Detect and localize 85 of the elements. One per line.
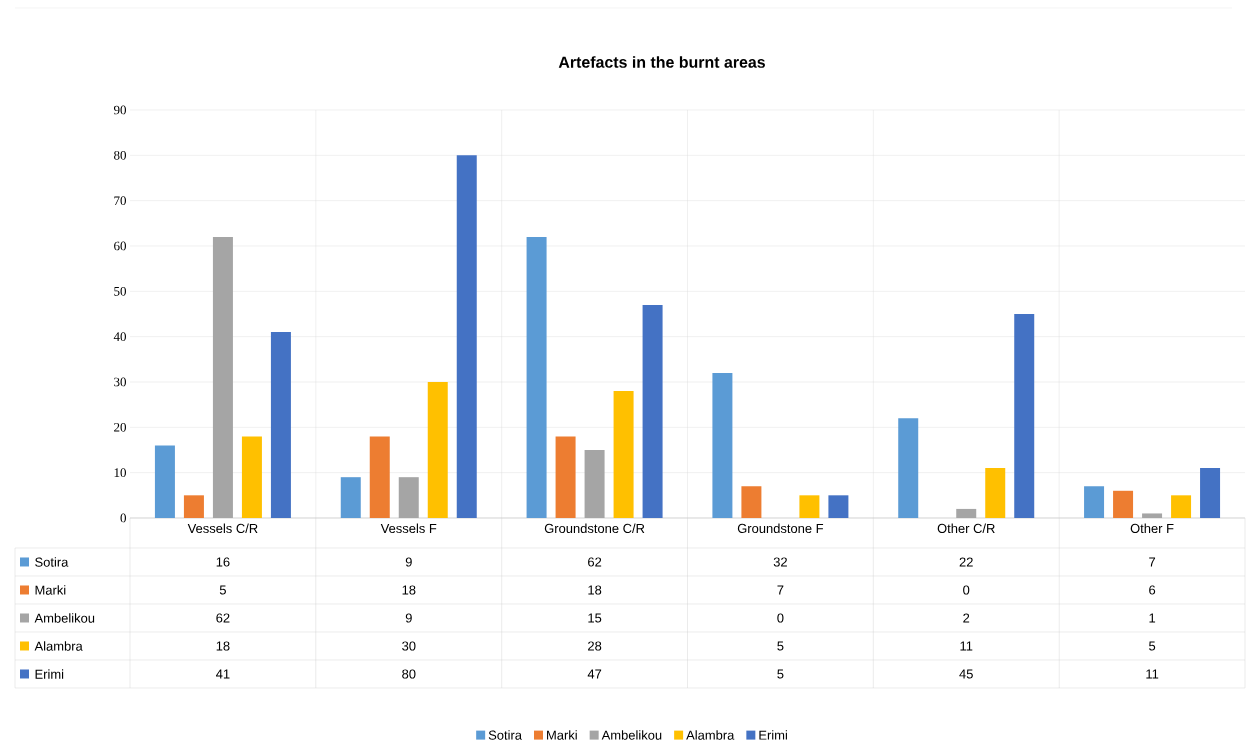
data-label: 0 [963, 585, 970, 595]
chart-title: Artefacts in the burnt areas [558, 56, 765, 68]
data-label: 15 [588, 613, 602, 623]
bar [183, 495, 204, 518]
data-label: 5 [219, 585, 226, 595]
bar [270, 332, 291, 518]
data-label: 9 [405, 613, 412, 623]
data-label: 2 [963, 613, 970, 623]
data-label: 9 [405, 557, 412, 567]
x-tick-label: Groundstone C/R [544, 523, 645, 534]
bar [828, 495, 849, 518]
data-label: 22 [959, 557, 973, 567]
y-tick-label: 10 [114, 468, 126, 478]
bar [956, 508, 977, 518]
bar [799, 495, 820, 518]
legend-label: Ambelikou [34, 613, 95, 623]
data-label: 18 [402, 585, 416, 595]
x-tick-label: Other F [1130, 523, 1174, 534]
data-label: 62 [588, 557, 602, 567]
data-label: 0 [777, 613, 784, 623]
data-label: 6 [1149, 585, 1156, 595]
data-label: 11 [960, 641, 973, 651]
y-tick-label: 50 [114, 286, 126, 296]
y-tick-label: 60 [114, 241, 126, 251]
y-tick-label: 0 [120, 513, 126, 523]
data-label: 62 [216, 613, 230, 623]
bar [427, 381, 448, 518]
x-tick-label: Other C/R [937, 523, 995, 534]
y-tick-label: 70 [114, 196, 126, 206]
bar [1084, 486, 1105, 518]
bar [712, 372, 733, 518]
text: Sotira [488, 730, 522, 740]
bar [369, 436, 390, 518]
data-label: 80 [402, 669, 416, 679]
x-tick-label: Vessels C/R [187, 523, 258, 534]
data-label: 16 [216, 557, 230, 567]
y-tick-label: 90 [113, 105, 126, 115]
bar [456, 155, 477, 518]
data-label: 30 [402, 641, 416, 651]
bar [1014, 313, 1035, 518]
data-label: 41 [216, 669, 230, 679]
bar [642, 304, 663, 518]
text: Ambelikou [601, 730, 662, 740]
y-tick-label: 20 [114, 422, 126, 432]
data-label: 5 [777, 669, 784, 679]
y-tick-label: 40 [113, 332, 126, 342]
bar [212, 236, 233, 518]
data-label: 18 [588, 585, 602, 595]
x-tick-label: Vessels F [380, 523, 437, 534]
bar [398, 477, 419, 518]
data-label: 5 [777, 641, 784, 651]
data-label: 28 [588, 641, 602, 651]
bar [613, 391, 634, 518]
data-label: 11 [1146, 669, 1159, 679]
bar [1171, 495, 1192, 518]
bar [340, 477, 361, 518]
bar [555, 436, 576, 518]
text: Marki [547, 730, 577, 740]
data-label: 7 [1149, 557, 1156, 567]
data-label: 47 [587, 669, 602, 679]
bar [1113, 490, 1134, 518]
data-label: 32 [773, 557, 787, 567]
text: Erimi [35, 669, 64, 679]
data-label: 45 [959, 669, 973, 679]
data-label: 5 [1149, 641, 1156, 651]
legend-label: Alambra [34, 641, 83, 651]
bar [1200, 468, 1221, 518]
legend-label: Erimi [759, 730, 787, 740]
x-tick-label: Groundstone F [737, 523, 824, 534]
bar [898, 418, 919, 518]
y-tick-label: 30 [114, 377, 126, 387]
data-label: 18 [216, 641, 230, 651]
bar [584, 449, 605, 518]
bar [526, 236, 547, 518]
bar [241, 436, 262, 518]
data-label: 7 [777, 585, 784, 595]
bar [985, 468, 1006, 518]
legend-label: Sotira [35, 557, 69, 567]
text: Alambra [686, 730, 735, 740]
bar [154, 445, 175, 518]
data-label: 1 [1149, 613, 1156, 623]
bar [1142, 513, 1163, 518]
bar [741, 486, 762, 518]
legend-label: Marki [35, 585, 66, 595]
y-tick-label: 80 [114, 150, 126, 160]
